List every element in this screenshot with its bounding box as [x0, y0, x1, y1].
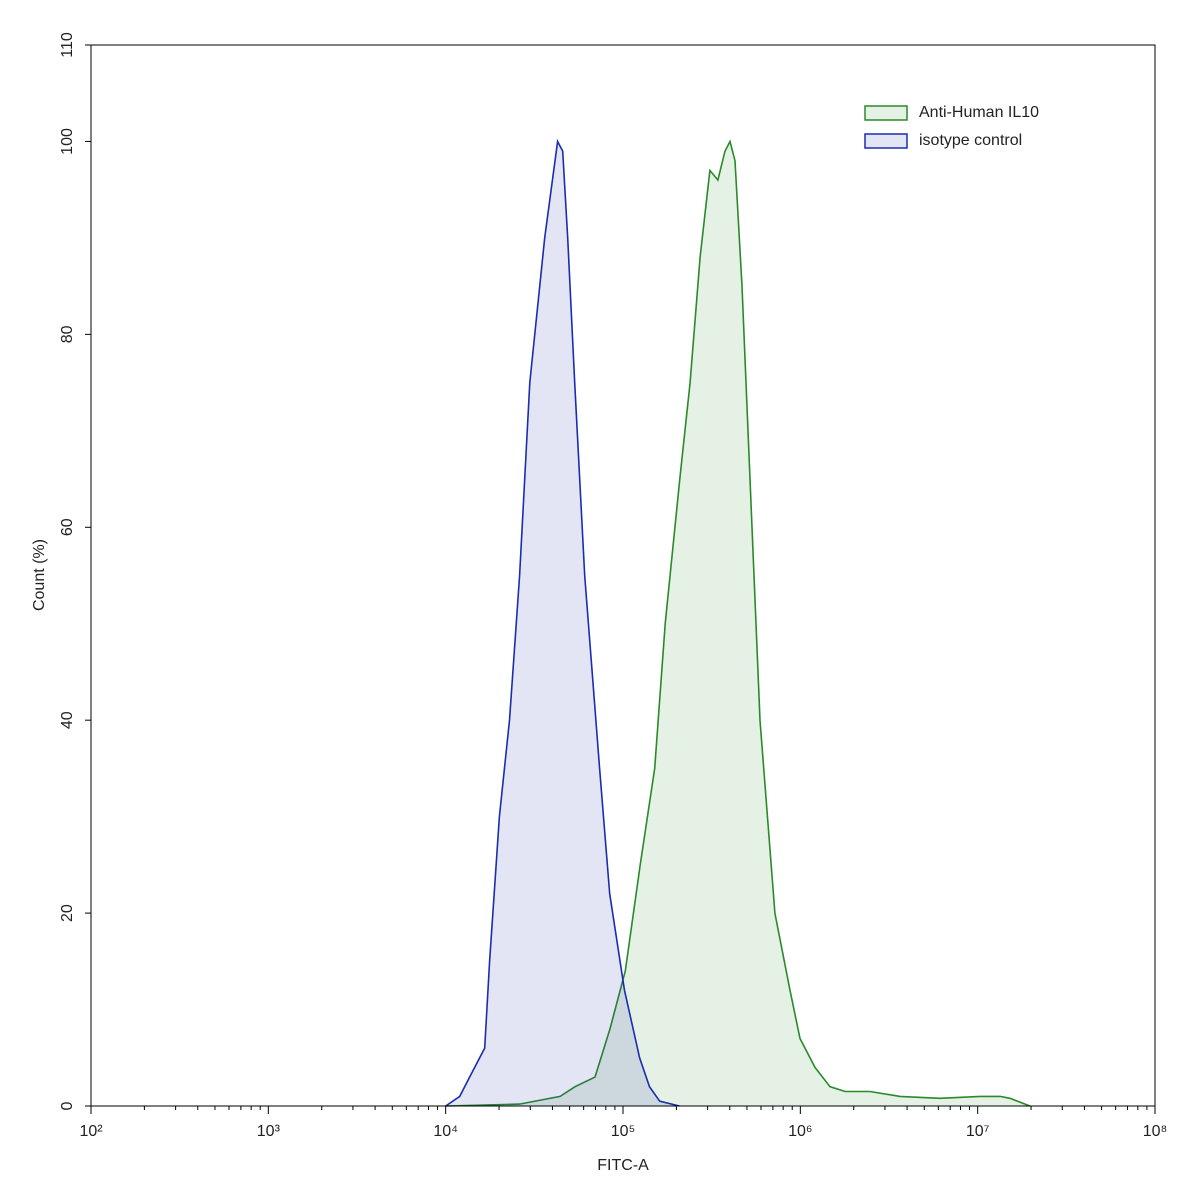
- legend-swatch: [864, 105, 908, 121]
- area-fill: [445, 141, 680, 1106]
- y-axis-label: Count (%): [31, 539, 48, 611]
- x-tick-label: 10⁵: [611, 1123, 635, 1140]
- x-tick-label: 10⁸: [1143, 1123, 1168, 1140]
- x-tick-label: 10⁶: [788, 1123, 812, 1140]
- series-line: [445, 138, 680, 1107]
- y-tick-label: 80: [59, 325, 76, 343]
- x-tick-label: 10²: [79, 1123, 103, 1140]
- legend-label: Anti-Human IL10: [919, 104, 1039, 121]
- legend-label: isotype control: [919, 132, 1022, 149]
- x-tick-label: 10⁷: [966, 1123, 990, 1140]
- plot-frame: [90, 44, 1156, 1107]
- y-tick-label: 110: [59, 32, 76, 58]
- x-axis-label: FITC-A: [597, 1157, 649, 1174]
- y-tick-label: 0: [59, 1101, 76, 1110]
- x-tick-label: 10⁴: [433, 1123, 458, 1140]
- area-fill: [445, 141, 1030, 1106]
- y-tick-label: 20: [59, 904, 76, 922]
- y-tick-label: 60: [59, 518, 76, 536]
- series-line: [445, 139, 1031, 1107]
- y-tick-label: 40: [59, 711, 76, 729]
- legend-swatch: [864, 133, 908, 149]
- y-tick-label: 100: [59, 128, 76, 155]
- x-tick-label: 10³: [257, 1123, 281, 1140]
